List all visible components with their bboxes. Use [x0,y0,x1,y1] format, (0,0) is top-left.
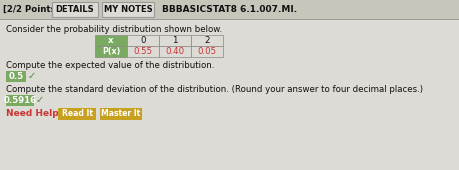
Bar [52,2,98,17]
Bar [191,35,223,46]
Text: MY NOTES: MY NOTES [104,5,152,14]
Text: Master It: Master It [101,109,140,118]
Text: 0.05: 0.05 [197,47,217,56]
Text: x: x [108,36,114,45]
Text: DETAILS: DETAILS [56,5,94,14]
Text: Compute the expected value of the distribution.: Compute the expected value of the distri… [6,61,214,70]
Text: Consider the probability distribution shown below.: Consider the probability distribution sh… [6,25,222,34]
Bar [6,71,26,82]
Text: ✓: ✓ [28,72,36,81]
Text: 1: 1 [172,36,178,45]
Bar [159,35,191,46]
Bar [159,46,191,57]
Bar [0,0,459,19]
Text: [2/2 Points]: [2/2 Points] [3,5,60,14]
Bar [58,108,96,120]
Bar [191,46,223,57]
Text: BBBASICSTAT8 6.1.007.MI.: BBBASICSTAT8 6.1.007.MI. [162,5,297,14]
Bar [95,46,127,57]
Text: Need Help?: Need Help? [6,109,64,118]
Bar [0,19,459,170]
Text: 0: 0 [140,36,146,45]
Text: 0.5916: 0.5916 [3,96,37,105]
Text: 0.40: 0.40 [165,47,185,56]
Text: 0.5: 0.5 [8,72,23,81]
Bar [127,35,159,46]
Text: Compute the standard deviation of the distribution. (Round your answer to four d: Compute the standard deviation of the di… [6,85,423,94]
Text: P(x): P(x) [102,47,120,56]
Bar [127,46,159,57]
Bar [95,35,127,46]
Bar [102,2,154,17]
Bar [6,95,34,106]
Bar [100,108,142,120]
Text: 0.55: 0.55 [134,47,152,56]
Text: Read It: Read It [62,109,93,118]
Text: 2: 2 [204,36,210,45]
Text: ✓: ✓ [36,96,44,106]
